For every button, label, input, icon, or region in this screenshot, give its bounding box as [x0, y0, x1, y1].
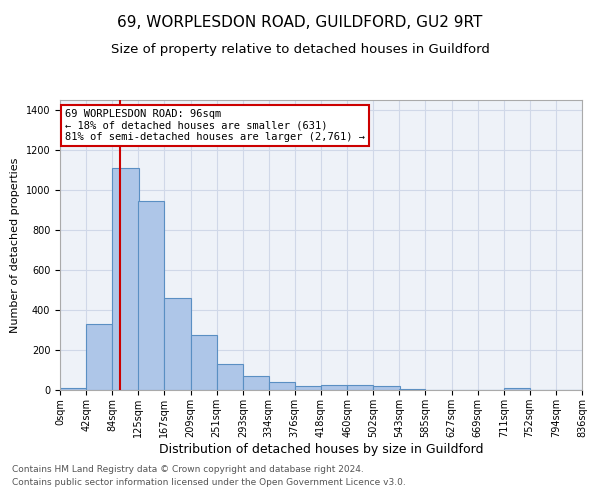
Text: Contains HM Land Registry data © Crown copyright and database right 2024.: Contains HM Land Registry data © Crown c… [12, 466, 364, 474]
Bar [373, 386, 400, 390]
Bar [347, 385, 373, 390]
Bar [138, 201, 164, 390]
Bar [399, 389, 425, 390]
Text: Distribution of detached houses by size in Guildford: Distribution of detached houses by size … [159, 442, 483, 456]
Bar [243, 376, 269, 390]
Bar [86, 324, 112, 390]
Bar [191, 335, 217, 390]
Text: 69 WORPLESDON ROAD: 96sqm
← 18% of detached houses are smaller (631)
81% of semi: 69 WORPLESDON ROAD: 96sqm ← 18% of detac… [65, 108, 365, 142]
Bar [60, 388, 86, 390]
Y-axis label: Number of detached properties: Number of detached properties [10, 158, 20, 332]
Bar [295, 386, 321, 390]
Bar [164, 298, 191, 390]
Text: Size of property relative to detached houses in Guildford: Size of property relative to detached ho… [110, 42, 490, 56]
Text: 69, WORPLESDON ROAD, GUILDFORD, GU2 9RT: 69, WORPLESDON ROAD, GUILDFORD, GU2 9RT [118, 15, 482, 30]
Bar [217, 364, 243, 390]
Bar [321, 385, 347, 390]
Bar [112, 168, 139, 390]
Bar [504, 388, 530, 390]
Text: Contains public sector information licensed under the Open Government Licence v3: Contains public sector information licen… [12, 478, 406, 487]
Bar [269, 382, 295, 390]
